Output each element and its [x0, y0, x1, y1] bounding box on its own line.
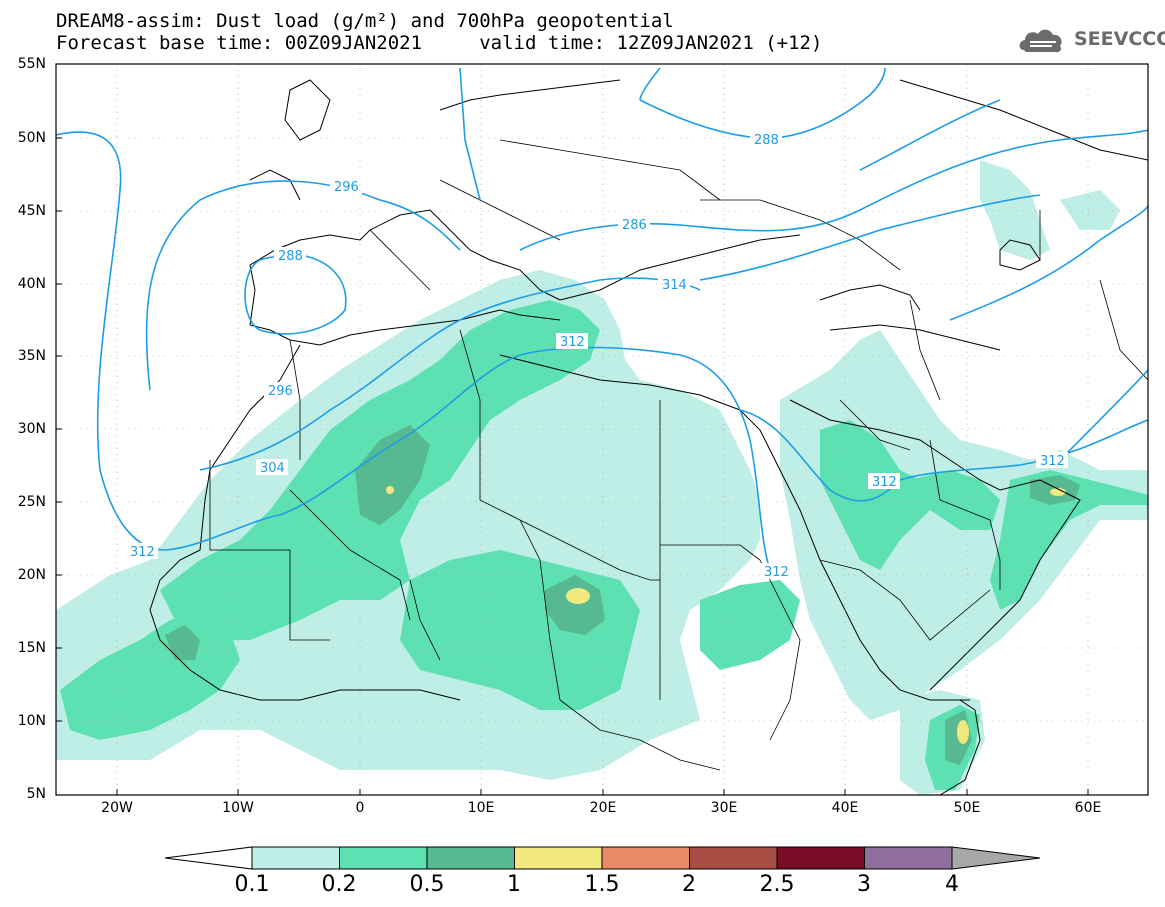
lon-label: 60E: [1074, 800, 1102, 816]
colorbar: [164, 846, 1041, 870]
lat-label: 45N: [17, 203, 46, 219]
contour-label: 312: [1040, 454, 1065, 469]
lat-label: 40N: [17, 276, 46, 292]
lat-label: 15N: [17, 640, 46, 656]
colorbar-segment: [864, 846, 953, 870]
colorbar-label: 3: [857, 872, 871, 897]
country-borders: [209, 139, 1148, 771]
lon-label: 40E: [831, 800, 859, 816]
lon-label: 20W: [101, 800, 133, 816]
lat-label: 10N: [17, 713, 46, 729]
dust-layer-yellow: [386, 486, 1066, 744]
contour-label: 312: [130, 545, 155, 560]
lat-label: 50N: [17, 130, 46, 146]
lat-label: 35N: [17, 348, 46, 364]
contour-label: 288: [278, 249, 303, 264]
lon-label: 50E: [953, 800, 981, 816]
logo-text: SEEVCCC: [1074, 28, 1165, 50]
lat-label: 20N: [17, 567, 46, 583]
lat-label: 30N: [17, 421, 46, 437]
cloud-icon: [1019, 29, 1062, 53]
colorbar-segment: [251, 846, 340, 870]
contour-label: 288: [754, 133, 779, 148]
lon-label: 20E: [589, 800, 617, 816]
contour-label: 314: [662, 278, 687, 293]
dust-layer-dark: [165, 425, 1080, 765]
colorbar-label: 1.5: [584, 872, 620, 897]
colorbar-low-triangle: [164, 846, 253, 870]
lon-label: 0: [355, 800, 365, 816]
colorbar-segment: [776, 846, 865, 870]
contour-label: 296: [268, 384, 293, 399]
axis-ticks: [56, 63, 1089, 795]
geopotential-contours: [56, 67, 1148, 571]
contour-label: 296: [334, 180, 359, 195]
colorbar-high-triangle: [951, 846, 1041, 870]
contour-label: 312: [560, 335, 585, 350]
coastlines: [149, 79, 1148, 795]
colorbar-label: 0.2: [321, 872, 357, 897]
lat-label: 5N: [26, 786, 46, 802]
lon-label: 10W: [222, 800, 254, 816]
lon-label: 10E: [467, 800, 495, 816]
colorbar-segment: [601, 846, 690, 870]
contour-label: 312: [872, 475, 897, 490]
colorbar-label: 0.5: [409, 872, 445, 897]
colorbar-segment: [689, 846, 778, 870]
colorbar-segment: [514, 846, 603, 870]
map-subtitle: Forecast base time: 00Z09JAN2021 valid t…: [56, 32, 823, 54]
graticule: [56, 64, 1148, 795]
contour-label: 286: [622, 218, 647, 233]
colorbar-segment: [339, 846, 428, 870]
map-title: DREAM8-assim: Dust load (g/m²) and 700hP…: [56, 10, 674, 32]
colorbar-label: 1: [507, 872, 521, 897]
lat-label: 55N: [17, 56, 46, 72]
lon-label: 30E: [710, 800, 738, 816]
colorbar-label: 2.5: [759, 872, 795, 897]
contour-label-group: 288 296 288 296 286 304 312 312 314 312 …: [126, 131, 1068, 580]
colorbar-segment: [426, 846, 515, 870]
colorbar-label: 0.1: [234, 872, 270, 897]
colorbar-label: 2: [682, 872, 696, 897]
contour-label: 304: [260, 461, 285, 476]
colorbar-label: 4: [945, 872, 959, 897]
contour-label: 312: [764, 565, 789, 580]
lat-label: 25N: [17, 494, 46, 510]
